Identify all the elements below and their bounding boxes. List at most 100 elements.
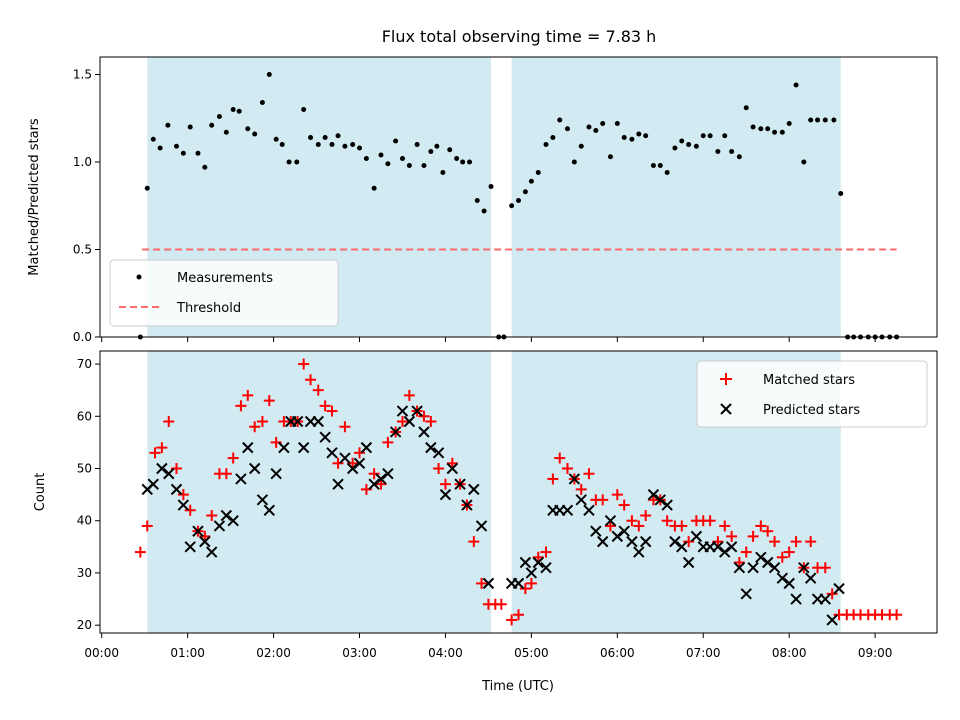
measurement-point xyxy=(378,152,384,158)
measurement-point xyxy=(279,142,285,147)
measurement-point xyxy=(657,163,663,168)
matched-star-point xyxy=(206,510,218,521)
matched-star-point xyxy=(554,452,566,464)
measurement-point xyxy=(557,117,563,123)
measurement-point xyxy=(593,128,599,133)
measurement-point xyxy=(693,143,699,149)
measurement-point xyxy=(259,100,265,105)
measurement-point xyxy=(342,143,348,149)
measurement-point xyxy=(535,170,541,175)
measurement-point xyxy=(686,142,692,147)
matched-star-point xyxy=(891,609,903,621)
predicted-star-point xyxy=(446,462,459,475)
measurement-point xyxy=(165,122,171,128)
matched-star-point xyxy=(776,551,788,563)
predicted-star-point xyxy=(319,431,331,443)
matched-star-point xyxy=(561,463,573,474)
top-y-tick-label: 1.5 xyxy=(73,68,92,82)
predicted-star-point xyxy=(312,415,324,428)
matched-star-point xyxy=(661,515,673,527)
matched-star-point xyxy=(468,536,480,548)
measurement-point xyxy=(736,154,742,160)
predicted-star-point xyxy=(192,525,204,537)
bottom-panel: 20 30 40 50 60 70 00:00 01:00 02:00 03:00 04:00 05:… xyxy=(33,350,938,694)
predicted-star-point xyxy=(768,562,781,574)
matched-star-point xyxy=(525,577,537,589)
predicted-star-point xyxy=(747,562,759,574)
measurement-point xyxy=(414,142,420,147)
measurement-point xyxy=(707,133,713,139)
top-legend-box xyxy=(109,259,339,327)
measurement-point xyxy=(223,129,229,135)
measurement-point xyxy=(216,114,222,119)
predicted-star-point xyxy=(725,541,738,553)
measurement-point xyxy=(428,149,434,154)
predicted-star-point xyxy=(561,504,574,516)
predicted-star-point xyxy=(590,525,602,537)
measurement-point xyxy=(722,133,728,139)
predicted-star-point xyxy=(411,405,423,417)
matched-star-point xyxy=(826,588,838,600)
predicted-star-point xyxy=(147,478,159,490)
predicted-star-point xyxy=(278,441,290,454)
predicted-star-point xyxy=(291,415,304,428)
predicted-star-point xyxy=(762,556,774,569)
measurement-point xyxy=(335,133,341,139)
x-tick-label: 05:00 xyxy=(514,646,549,660)
predicted-star-point xyxy=(248,462,261,475)
predicted-star-point xyxy=(639,535,652,548)
predicted-star-point xyxy=(475,520,488,532)
measurement-point xyxy=(528,178,534,184)
bottom-plot-frame xyxy=(99,350,938,634)
chart-title: Flux total observing time = 7.83 h xyxy=(382,27,657,46)
bottom-legend-box xyxy=(696,360,928,428)
matched-star-point xyxy=(227,452,239,464)
matched-star-point xyxy=(769,536,781,548)
matched-star-point xyxy=(633,520,645,532)
measurement-point xyxy=(393,138,399,144)
measurement-point xyxy=(815,117,821,123)
measurement-point xyxy=(187,124,193,130)
matched-star-point xyxy=(375,478,387,490)
predicted-star-point xyxy=(454,478,466,490)
predicted-star-point xyxy=(270,468,282,480)
x-tick-label: 09:00 xyxy=(858,646,893,660)
measurement-point xyxy=(550,135,556,140)
legend-measurements-label: Measurements xyxy=(177,271,273,286)
x-tick-label: 07:00 xyxy=(686,646,721,660)
matched-star-point xyxy=(149,447,161,459)
measurement-point xyxy=(509,203,515,209)
measurement-point xyxy=(578,143,584,149)
top-legend: Measurements Threshold xyxy=(109,259,339,327)
predicted-star-point xyxy=(540,562,552,574)
matched-star-point xyxy=(604,520,616,532)
predicted-star-point xyxy=(604,515,617,527)
predicted-star-point xyxy=(597,535,609,548)
predicted-star-point xyxy=(332,478,344,490)
measurement-point xyxy=(230,107,236,112)
matched-star-point xyxy=(733,557,745,568)
measurement-point xyxy=(315,142,321,147)
measurement-point xyxy=(629,136,635,142)
matched-star-point xyxy=(547,473,559,485)
matched-star-point xyxy=(532,551,544,563)
matched-star-point xyxy=(597,494,609,506)
measurement-point xyxy=(252,131,258,137)
predicted-star-point xyxy=(177,499,190,511)
measurement-point xyxy=(460,159,466,165)
predicted-star-point xyxy=(461,499,473,511)
matched-star-point xyxy=(425,416,437,427)
predicted-star-point xyxy=(647,488,660,501)
predicted-star-point xyxy=(532,556,544,569)
matched-star-point xyxy=(719,520,731,532)
matched-star-point xyxy=(640,510,652,521)
measurement-point xyxy=(195,150,201,156)
measurement-point xyxy=(474,198,480,203)
predicted-star-point xyxy=(297,441,310,454)
predicted-star-point xyxy=(360,441,373,454)
matched-star-point xyxy=(583,468,595,480)
predicted-star-point xyxy=(833,582,845,595)
measurement-point xyxy=(772,129,778,135)
legend-measurements-marker xyxy=(136,274,142,280)
matched-star-point xyxy=(676,520,688,532)
